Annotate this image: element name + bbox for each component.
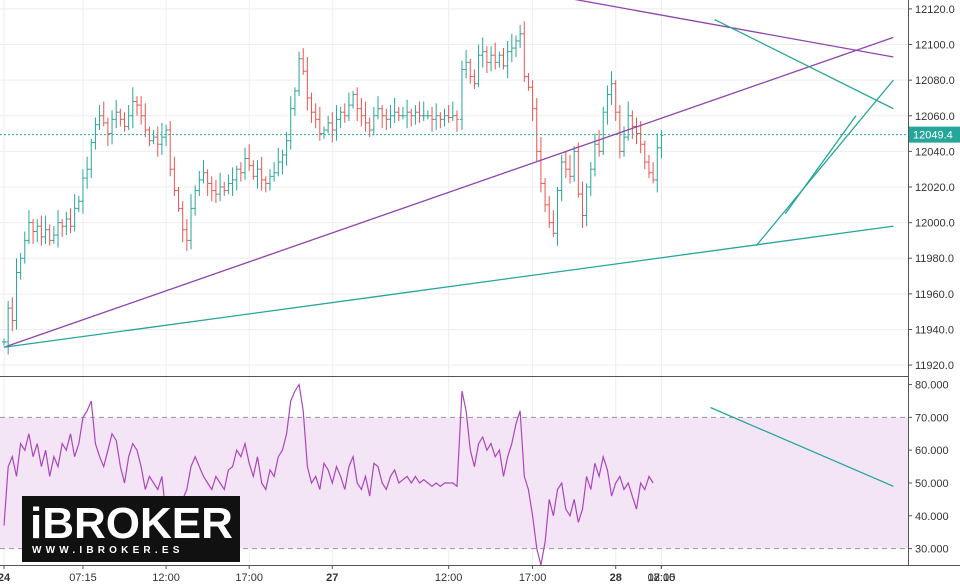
price-tick-label: 11980.0 <box>915 253 954 265</box>
trendline-purple-support <box>3 36 894 348</box>
time-tick-label: 17:00 <box>519 572 547 584</box>
trendline-teal-channel-lower <box>755 79 894 247</box>
price-tick-label: 11920.0 <box>915 360 954 372</box>
current-price-label: 12049.4 <box>913 130 953 142</box>
logo-text: iBROKER <box>30 499 233 548</box>
price-tick-label: 12020.0 <box>915 182 955 194</box>
time-tick-label: 18:00 <box>648 572 676 584</box>
trendline-teal-long-support <box>3 225 894 348</box>
ibroker-logo: iBROKER WWW.IBROKER.ES <box>22 496 240 562</box>
price-tick-label: 12080.0 <box>915 75 955 87</box>
trendline-teal-channel-mid <box>784 115 857 215</box>
time-tick-label: 24 <box>0 572 11 584</box>
rsi-indicator <box>3 382 894 566</box>
ohlc-bars <box>2 21 664 355</box>
rsi-tick-label: 60.000 <box>915 445 949 457</box>
rsi-line <box>3 382 654 566</box>
rsi-trendline <box>710 406 894 487</box>
price-tick-label: 12060.0 <box>915 111 955 123</box>
time-tick-label: 17:00 <box>235 572 263 584</box>
time-tick-label: 28 <box>610 572 622 584</box>
price-axis: 11920.0 11940.0 11960.0 11980.0 12000.0 12020… <box>908 0 960 565</box>
price-tick-label: 12120.0 <box>915 4 955 16</box>
rsi-tick-label: 50.000 <box>915 478 949 490</box>
time-tick-label: 07:15 <box>69 572 97 584</box>
price-tick-label: 12040.0 <box>915 146 955 158</box>
price-tick-label: 11960.0 <box>915 289 954 301</box>
price-tick-label: 12100.0 <box>915 40 955 52</box>
price-tick-label: 11940.0 <box>915 324 954 336</box>
time-tick-label: 27 <box>326 572 338 584</box>
rsi-tick-label: 40.000 <box>915 511 949 523</box>
trendline-teal-channel-upper <box>714 19 894 110</box>
time-axis: 24 07:15 12:00 17:00 27 12:00 17:00 28 07:1512:0… <box>0 565 960 584</box>
time-tick-label: 12:00 <box>435 572 463 584</box>
trendline-purple-resistance <box>574 0 894 58</box>
rsi-tick-label: 80.000 <box>915 380 949 392</box>
logo-background <box>22 496 240 562</box>
price-tick-label: 12000.0 <box>915 218 955 230</box>
trendlines <box>0 0 908 348</box>
time-tick-label: 07:15 <box>648 572 676 584</box>
time-tick-label: 12:00 <box>648 572 676 584</box>
current-price-tag <box>909 126 960 143</box>
rsi-tick-label: 30.000 <box>915 544 949 556</box>
logo-subtext: WWW.IBROKER.ES <box>32 545 184 556</box>
time-tick-label: 12:00 <box>152 572 180 584</box>
rsi-tick-label: 70.000 <box>915 412 949 424</box>
